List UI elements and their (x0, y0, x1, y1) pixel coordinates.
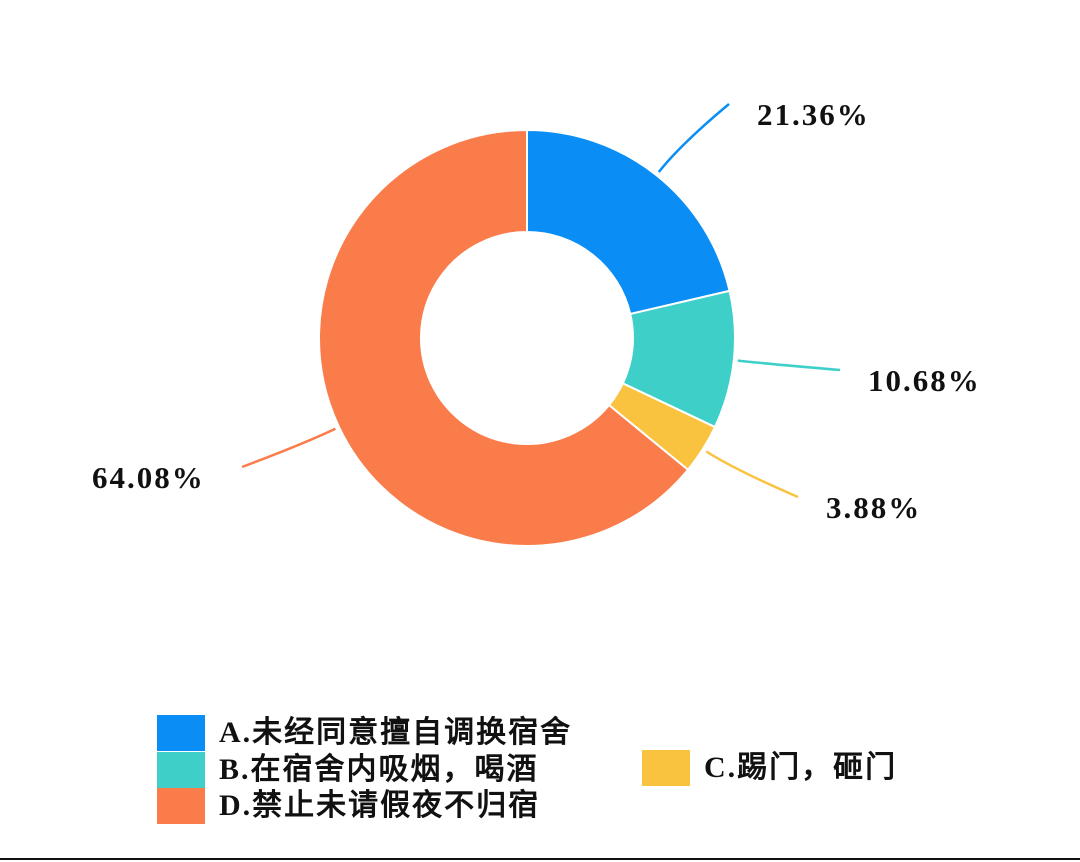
donut-slice (526, 128, 731, 316)
legend-label: B.在宿舍内吸烟，喝酒 (219, 752, 539, 786)
value-label: 64.08% (92, 460, 205, 495)
legend-swatch (157, 788, 205, 824)
value-label: 21.36% (757, 97, 870, 132)
legend-swatch (642, 750, 690, 786)
leader-line (657, 103, 730, 173)
legend-label: A.未经同意擅自调换宿舍 (219, 715, 572, 749)
value-label: 3.88% (826, 490, 921, 525)
legend-swatch (157, 752, 205, 788)
legend-label: D.禁止未请假夜不归宿 (219, 788, 540, 822)
leader-line (737, 359, 841, 372)
donut-slice (318, 128, 690, 547)
value-label: 10.68% (868, 363, 981, 398)
leader-line (705, 450, 799, 499)
legend-label: C.踢门，砸门 (704, 751, 897, 784)
legend-swatch (157, 715, 205, 751)
leader-line (241, 427, 336, 469)
